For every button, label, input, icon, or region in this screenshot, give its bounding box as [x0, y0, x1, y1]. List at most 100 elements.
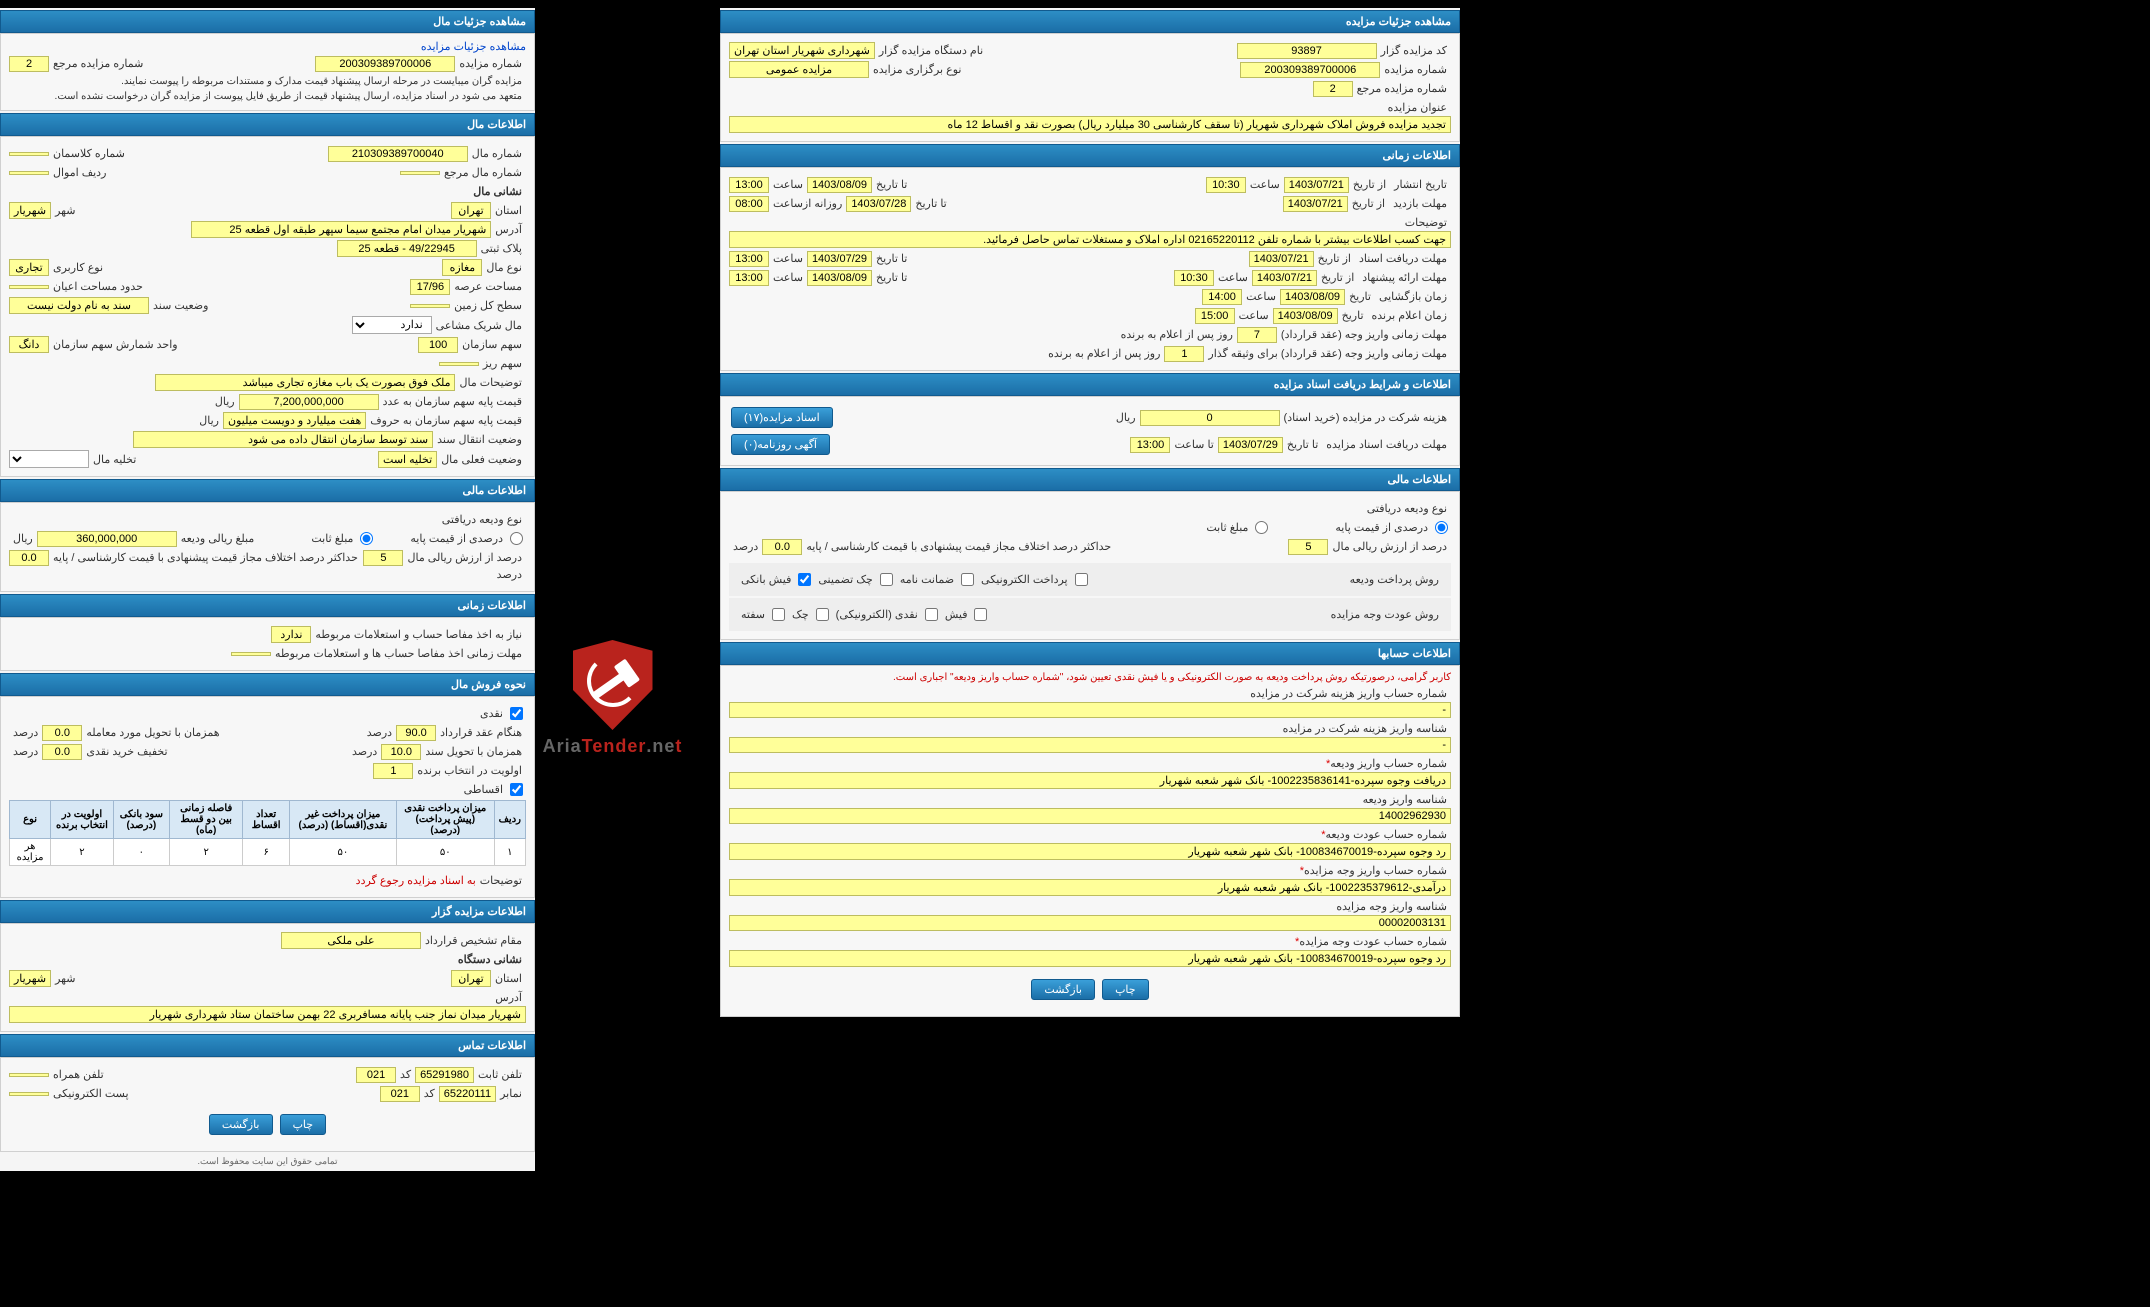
pub-to: 1403/08/09	[807, 177, 872, 193]
fax: 65220111	[439, 1086, 496, 1102]
fee-val: 0	[1140, 410, 1280, 426]
pm2-cb[interactable]	[961, 573, 974, 586]
base-txt: هفت میلیارد و دویست میلیون	[223, 412, 366, 429]
table-row: ۱ ۵۰ ۵۰ ۶ ۲ ۰ ۲ هر مزایده	[10, 839, 526, 866]
ref-val: 2	[1313, 81, 1353, 97]
print-button[interactable]: چاپ	[1102, 979, 1149, 1000]
title-lbl: عنوان مزایده	[1384, 99, 1451, 116]
auction-header: مشاهده جزئیات مزایده	[720, 10, 1460, 33]
asset-time-header: اطلاعات زمانی	[0, 594, 535, 617]
asset-land	[410, 304, 450, 308]
pm3-cb[interactable]	[880, 573, 893, 586]
pay-lbl: مهلت زمانی واریز وجه (عقد قرارداد)	[1277, 326, 1451, 343]
asset-sub	[439, 362, 479, 366]
news-button[interactable]: آگهی روزنامه(۰)	[731, 434, 830, 455]
asset-refnum	[400, 171, 440, 175]
doc-deadline-date: 1403/07/29	[1218, 437, 1283, 453]
acc8: رد وجوه سپرده-100834670019- بانک شهر شعب…	[729, 950, 1451, 967]
holder-header: اطلاعات مزایده گزار	[0, 900, 535, 923]
return-lbl: روش عودت وجه مزایده	[1327, 606, 1443, 623]
holder-pos: علی ملکی	[281, 932, 421, 949]
asset-use: تجاری	[9, 259, 49, 276]
view-auction-link[interactable]: مشاهده جزئیات مزایده	[421, 41, 526, 53]
open-lbl: زمان بازگشایی	[1375, 288, 1451, 305]
table-header-row: ردیف میزان پرداخت نقدی (پیش پرداخت) (درص…	[10, 801, 526, 839]
af-fixed-radio[interactable]	[360, 532, 373, 545]
bid-from: 1403/07/21	[1252, 270, 1317, 286]
holder-prov: تهران	[451, 970, 491, 987]
winner-t: 15:00	[1195, 308, 1235, 324]
daily-t: 08:00	[729, 196, 769, 212]
asset-num: 200309389700006	[315, 56, 455, 72]
partner-select[interactable]: ندارد	[352, 316, 432, 334]
mob	[9, 1073, 49, 1077]
r2-cb[interactable]	[925, 608, 938, 621]
visit-to: 1403/07/28	[846, 196, 911, 212]
pct-base-radio[interactable]	[1435, 521, 1448, 534]
asset-details-panel: مشاهده جزئیات مال مشاهده جزئیات مزایده ش…	[0, 8, 535, 1171]
print-button-2[interactable]: چاپ	[280, 1114, 327, 1135]
org-lbl: نام دستگاه مزایده گزار	[875, 42, 987, 59]
docs-button[interactable]: اسناد مزایده(۱۷)	[731, 407, 833, 428]
visit-from: 1403/07/21	[1283, 196, 1348, 212]
asset-fin-body: نوع ودیعه دریافتی درصدی از قیمت پایه مبل…	[0, 502, 535, 592]
doc-deadline-lbl: مهلت دریافت اسناد مزایده	[1322, 436, 1451, 453]
notes-lbl: توضیحات	[1401, 214, 1451, 231]
back-button[interactable]: بازگشت	[1031, 979, 1095, 1000]
asset-plate: 49/22945 - قطعه 25	[337, 240, 477, 257]
acc7: 00002003131	[729, 915, 1451, 931]
r3-cb[interactable]	[816, 608, 829, 621]
bid-from-t: 10:30	[1174, 270, 1214, 286]
pm1-cb[interactable]	[1075, 573, 1088, 586]
depdays-val: 1	[1164, 346, 1204, 362]
disc-pct: 0.0	[42, 744, 82, 760]
installment-table: ردیف میزان پرداخت نقدی (پیش پرداخت) (درص…	[9, 800, 526, 866]
back-button-2[interactable]: بازگشت	[209, 1114, 273, 1135]
holder-addr: شهریار میدان نماز جنب پایانه مسافربری 22…	[9, 1006, 526, 1023]
asset-desc: ملک فوق بصورت یک باب مغازه تجاری میباشد	[155, 374, 455, 391]
pay-method-lbl: روش پرداخت ودیعه	[1346, 571, 1443, 588]
asset-note1: مزایده گران میبایست در مرحله ارسال پیشنه…	[117, 74, 526, 89]
num-val: 200309389700006	[1240, 62, 1380, 78]
org-val: شهرداری شهریار استان تهران	[729, 42, 875, 59]
cash-cb[interactable]	[510, 707, 523, 720]
pm4-cb[interactable]	[798, 573, 811, 586]
asset-addr: شهریار میدان امام مجتمع سیما سپهر طبقه ا…	[191, 221, 491, 238]
pub-from-t: 10:30	[1206, 177, 1246, 193]
sale-header: نحوه فروش مال	[0, 673, 535, 696]
r4-cb[interactable]	[772, 608, 785, 621]
ref-docs-link[interactable]: به اسناد مزایده رجوع گردد	[356, 874, 476, 887]
base-num: 7,200,000,000	[239, 394, 379, 410]
acc1: -	[729, 702, 1451, 718]
evac-select[interactable]	[9, 450, 89, 468]
finance-body: نوع ودیعه دریافتی درصدی از قیمت پایه مبل…	[720, 491, 1460, 640]
org-share: 100	[418, 337, 458, 353]
pub-to-t: 13:00	[729, 177, 769, 193]
type-lbl: نوع برگزاری مزایده	[869, 61, 965, 78]
af-pct-radio[interactable]	[510, 532, 523, 545]
fixed-radio[interactable]	[1255, 521, 1268, 534]
code-lbl: کد مزایده گزار	[1377, 42, 1451, 59]
acc6: درآمدی-1002235379612- بانک شهر شعبه شهری…	[729, 879, 1451, 896]
bid-to-t: 13:00	[729, 270, 769, 286]
sale-body: نقدی هنگام عقد قرارداد 90.0 درصد همزمان …	[0, 696, 535, 898]
auction-body: کد مزایده گزار 93897 نام دستگاه مزایده گ…	[720, 33, 1460, 142]
acc2: -	[729, 737, 1451, 753]
priority: 1	[373, 763, 413, 779]
asset-area: 17/96	[410, 279, 450, 295]
holder-body: مقام تشخیص قرارداد علی ملکی نشانی دستگاه…	[0, 923, 535, 1032]
asset-prov: تهران	[451, 202, 491, 219]
install-cb[interactable]	[510, 783, 523, 796]
acc4: 14002962930	[729, 808, 1451, 824]
doc-to-t: 13:00	[729, 251, 769, 267]
r1-cb[interactable]	[974, 608, 987, 621]
doc-from: 1403/07/21	[1249, 251, 1314, 267]
shield-icon	[573, 640, 653, 730]
deal-pct: 0.0	[42, 725, 82, 741]
status-val: تخلیه است	[378, 451, 437, 468]
acc3: دریافت وجوه سپرده-1002235836141- بانک شه…	[729, 772, 1451, 789]
winner-lbl: زمان اعلام برنده	[1368, 307, 1451, 324]
asset-city: شهریار	[9, 202, 51, 219]
auction-details-panel: مشاهده جزئیات مزایده کد مزایده گزار 9389…	[720, 8, 1460, 1017]
asset-fin-header: اطلاعات مالی	[0, 479, 535, 502]
